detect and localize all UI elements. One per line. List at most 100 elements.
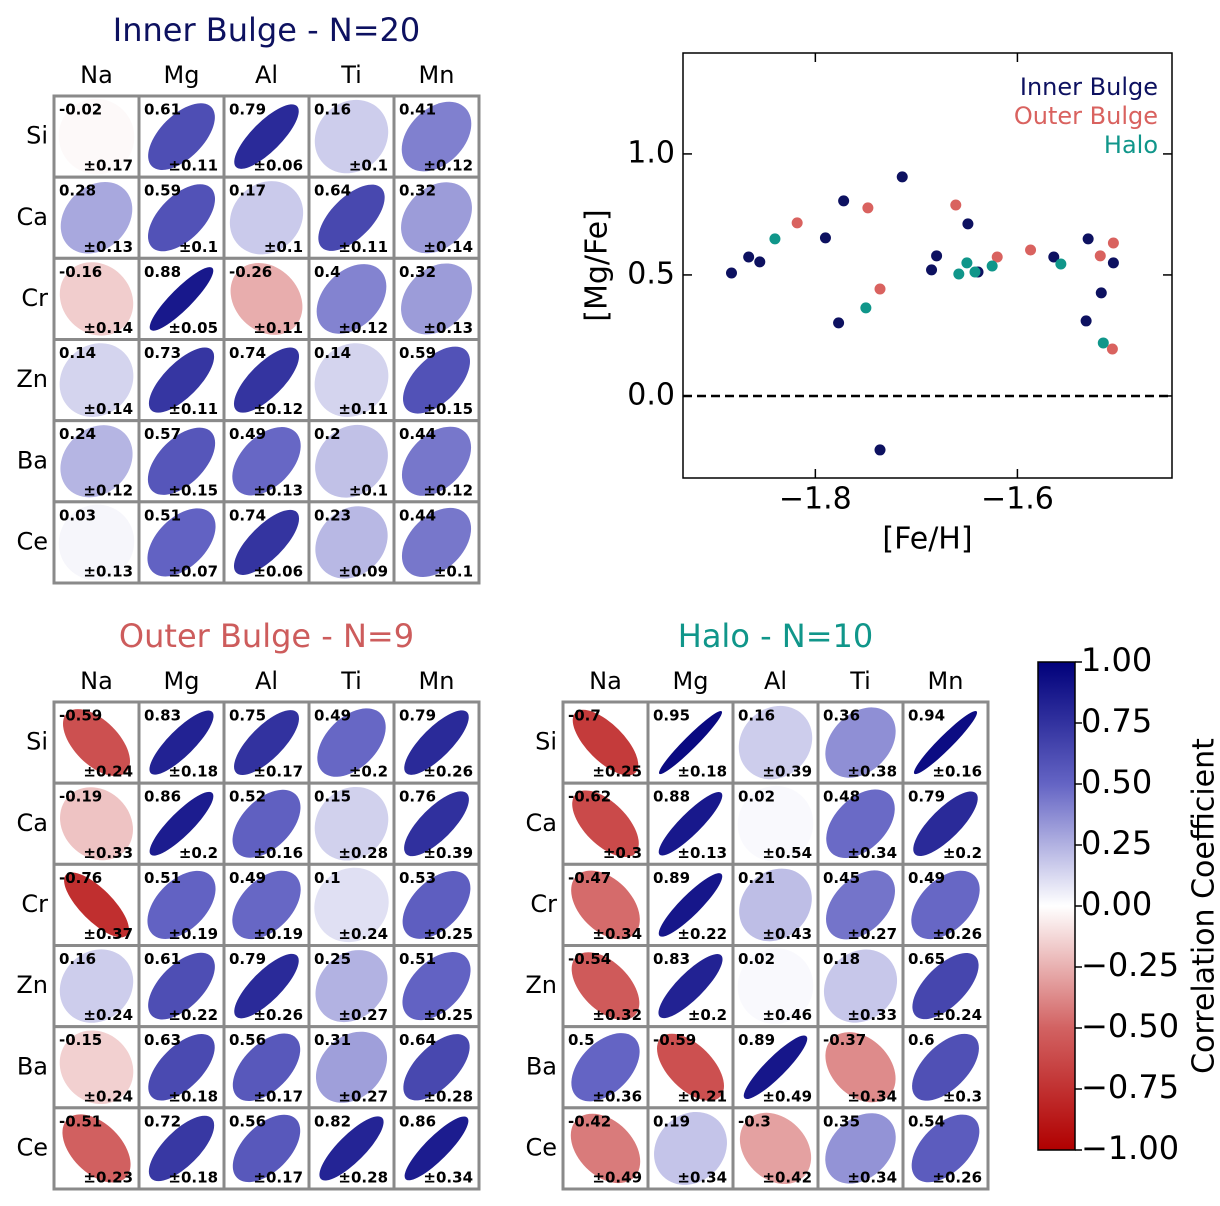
correlation-value: -0.15 [59,1031,102,1049]
data-point [1055,258,1067,270]
correlation-value: 0.48 [823,788,860,806]
correlation-ellipse [912,952,979,1020]
correlation-ellipse [59,1030,134,1105]
data-point [991,251,1003,263]
data-point [769,233,781,245]
correlation-ellipse [149,791,214,856]
error-value: ±0.13 [83,563,133,581]
correlation-value: 0.86 [144,788,181,806]
correlation-value: 0.14 [314,344,351,362]
correlation-ellipse [148,1115,215,1182]
correlation-value: 0.1 [314,869,341,887]
colorbar-tick-label: 0.75 [1081,702,1152,740]
correlation-ellipse [59,262,134,336]
row-label: Cr [21,890,48,918]
correlation-value: 0.73 [144,344,181,362]
data-point [986,260,998,272]
legend-entry: Outer Bulge [1014,102,1158,130]
error-value: ±0.06 [253,563,303,581]
correlation-value: 0.02 [738,950,775,968]
correlation-value: 0.5 [568,1031,595,1049]
correlation-ellipse [658,791,723,856]
error-value: ±0.12 [83,481,133,499]
error-value: ±0.24 [338,925,388,943]
correlation-value: 0.02 [738,788,775,806]
correlation-ellipse [401,101,472,172]
correlation-ellipse [149,710,214,775]
correlation-ellipse [230,262,303,335]
error-value: ±0.11 [168,157,218,175]
correlation-value: -0.7 [568,707,601,725]
data-point [1097,337,1109,349]
correlation-value: 0.74 [229,344,266,362]
y-axis-label: [Mg/Fe] [580,209,615,322]
error-value: ±0.13 [83,238,133,256]
error-value: ±0.49 [592,1169,642,1187]
correlation-value: 0.2 [314,425,341,443]
correlation-value: 0.59 [399,344,436,362]
correlation-ellipse [739,868,812,942]
correlation-ellipse [571,952,640,1020]
colorbar-tick-label: −0.75 [1081,1068,1179,1106]
data-point [874,283,886,295]
column-label: Na [80,667,113,695]
correlation-value: 0.44 [399,506,436,524]
correlation-ellipse [232,789,301,858]
correlation-value: 0.64 [399,1031,436,1049]
correlation-ellipse [314,99,389,174]
correlation-value: -0.51 [59,1112,102,1130]
colorbar-tick-label: −1.00 [1081,1129,1179,1167]
correlation-ellipse [571,870,640,940]
error-value: ±0.2 [943,844,982,862]
correlation-value: 0.72 [144,1112,181,1130]
row-label: Si [26,122,48,150]
error-value: ±0.12 [338,319,388,337]
correlation-value: 0.32 [399,263,436,281]
x-tick-label: −1.8 [779,482,852,517]
colorbar-tick-label: −0.25 [1081,946,1179,984]
data-point [1095,287,1107,299]
correlation-value: 0.51 [399,950,436,968]
colorbar-tick-label: 0.00 [1081,885,1152,923]
correlation-value: 0.76 [399,788,436,806]
error-value: ±0.26 [423,763,473,781]
error-value: ±0.28 [338,844,388,862]
error-value: ±0.34 [677,1169,727,1187]
correlation-ellipse [148,952,215,1020]
data-point [1107,257,1119,269]
error-value: ±0.22 [677,925,727,943]
correlation-ellipse [60,425,133,498]
correlation-ellipse [401,507,472,577]
x-axis-label: [Fe/H] [882,522,972,557]
correlation-ellipse [654,1111,727,1185]
correlation-value: 0.95 [653,707,690,725]
correlation-ellipse [318,184,385,251]
correlation-value: -0.59 [59,707,102,725]
colorbar-tick-label: 0.25 [1081,824,1152,862]
error-value: ±0.27 [338,1006,388,1024]
error-value: ±0.13 [423,319,473,337]
correlation-value: 0.82 [314,1112,351,1130]
row-label: Ca [526,809,557,837]
correlation-value: -0.3 [738,1112,771,1130]
column-label: Mg [164,667,200,695]
correlation-value: 0.16 [314,101,351,119]
correlation-value: 0.89 [738,1031,775,1049]
correlation-value: 0.61 [144,950,181,968]
row-label: Ba [17,1052,48,1080]
correlation-value: 0.24 [59,425,96,443]
correlation-ellipse [319,1116,384,1181]
error-value: ±0.2 [179,844,218,862]
correlation-ellipse [232,427,301,496]
error-value: ±0.2 [349,763,388,781]
correlation-value: -0.42 [568,1112,611,1130]
data-point [860,302,872,314]
correlation-value: -0.59 [653,1031,696,1049]
correlation-value: 0.64 [314,182,351,200]
data-point [791,217,803,229]
correlation-value: 0.83 [653,950,690,968]
correlation-ellipse [825,707,896,778]
error-value: ±0.42 [762,1169,812,1187]
error-value: ±0.14 [83,400,133,418]
correlation-value: 0.79 [908,788,945,806]
